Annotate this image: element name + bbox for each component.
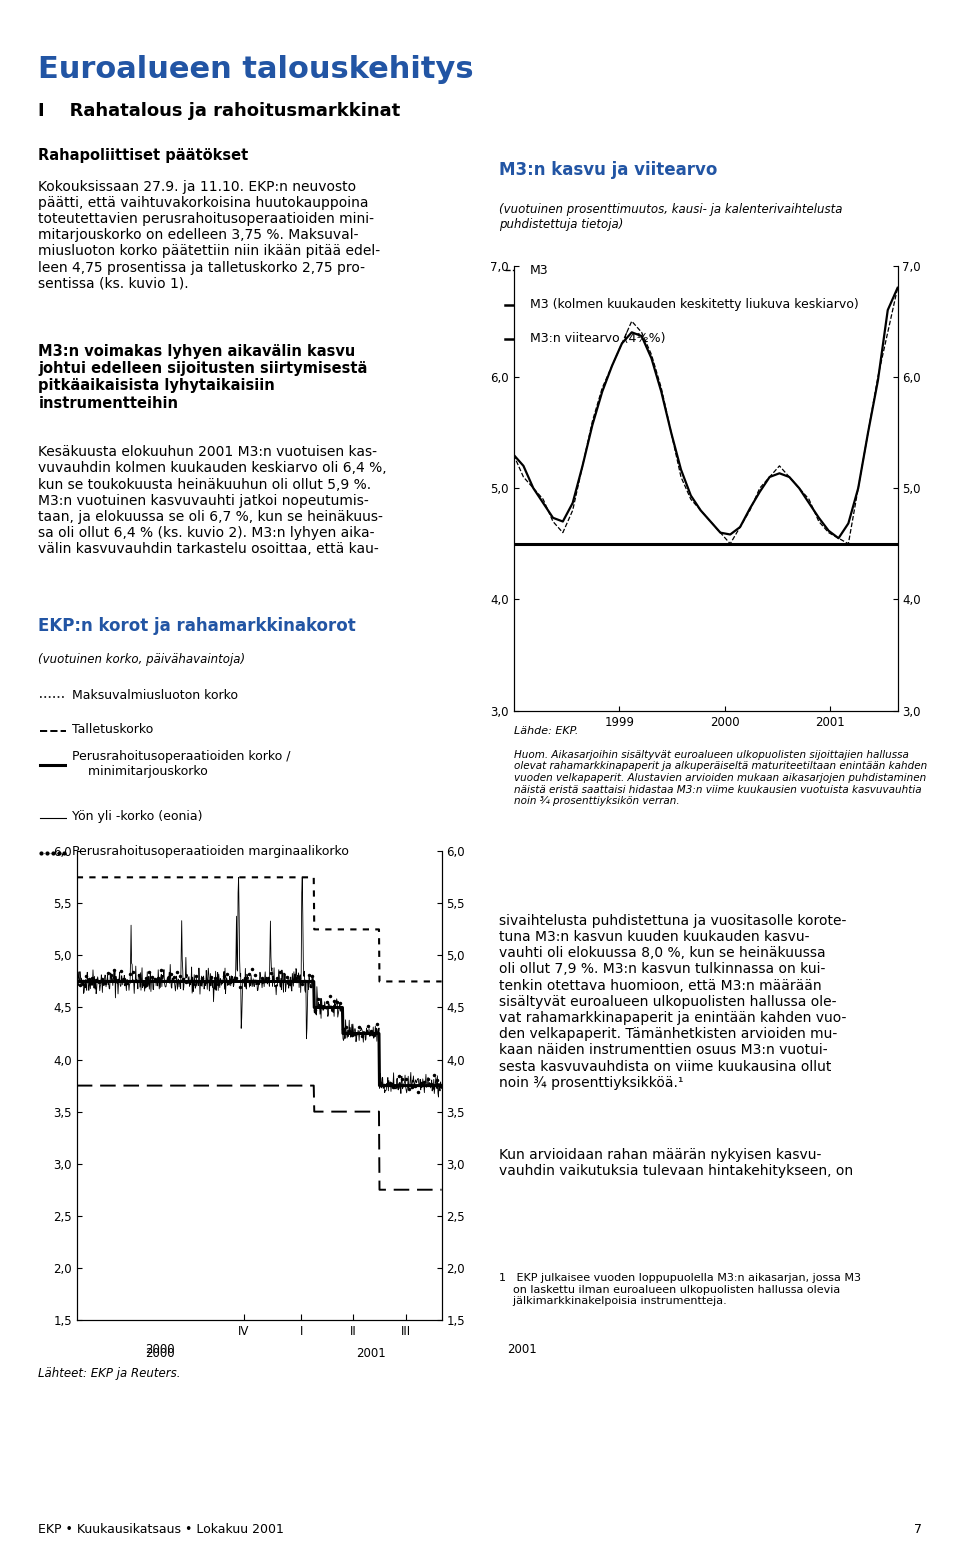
Text: (vuotuinen korko, päivähavaintoja): (vuotuinen korko, päivähavaintoja): [38, 653, 246, 665]
Text: Maksuvalmiusluoton korko: Maksuvalmiusluoton korko: [72, 689, 238, 701]
Text: Kun arvioidaan rahan määrän nykyisen kasvu-
vauhdin vaikutuksia tulevaan hintake: Kun arvioidaan rahan määrän nykyisen kas…: [499, 1148, 853, 1178]
Text: Kuvio 2.: Kuvio 2.: [506, 130, 575, 145]
Text: 2000: 2000: [146, 1348, 175, 1361]
Text: M3 (kolmen kuukauden keskitetty liukuva keskiarvo): M3 (kolmen kuukauden keskitetty liukuva …: [530, 298, 858, 311]
Text: EKP:n korot ja rahamarkkinakorot: EKP:n korot ja rahamarkkinakorot: [38, 617, 356, 636]
Text: Talletuskorko: Talletuskorko: [72, 723, 154, 736]
Text: I    Rahatalous ja rahoitusmarkkinat: I Rahatalous ja rahoitusmarkkinat: [38, 102, 400, 120]
Text: Perusrahoitusoperaatioiden korko /
    minimitarjouskorko: Perusrahoitusoperaatioiden korko / minim…: [72, 750, 291, 778]
Text: Euroalueen talouskehitys: Euroalueen talouskehitys: [38, 55, 474, 84]
Text: Lähteet: EKP ja Reuters.: Lähteet: EKP ja Reuters.: [38, 1367, 180, 1379]
Text: 2000: 2000: [145, 1343, 175, 1356]
Text: M3:n kasvu ja viitearvo: M3:n kasvu ja viitearvo: [499, 161, 717, 180]
Text: 2001: 2001: [356, 1348, 386, 1361]
Text: M3:n viitearvo (4½%): M3:n viitearvo (4½%): [530, 333, 665, 345]
Text: Huom. Aikasarjoihin sisältyvät euroalueen ulkopuolisten sijoittajien hallussa
ol: Huom. Aikasarjoihin sisältyvät euroaluee…: [514, 750, 926, 806]
Text: Perusrahoitusoperaatioiden marginaalikorko: Perusrahoitusoperaatioiden marginaalikor…: [72, 845, 348, 858]
Text: Kuvio 1.: Kuvio 1.: [45, 586, 114, 601]
Text: 2001: 2001: [507, 1343, 537, 1356]
Text: 7: 7: [914, 1523, 922, 1535]
Text: Kesäkuusta elokuuhun 2001 M3:n vuotuisen kas-
vuvauhdin kolmen kuukauden keskiar: Kesäkuusta elokuuhun 2001 M3:n vuotuisen…: [38, 445, 387, 556]
Text: M3:n voimakas lyhyen aikavälin kasvu
johtui edelleen sijoitusten siirtymisestä
p: M3:n voimakas lyhyen aikavälin kasvu joh…: [38, 344, 368, 411]
Text: EKP • Kuukausikatsaus • Lokakuu 2001: EKP • Kuukausikatsaus • Lokakuu 2001: [38, 1523, 284, 1535]
Text: Lähde: EKP.: Lähde: EKP.: [514, 726, 578, 736]
Text: (vuotuinen prosenttimuutos, kausi- ja kalenterivaihtelusta
puhdistettuja tietoja: (vuotuinen prosenttimuutos, kausi- ja ka…: [499, 203, 843, 231]
Text: Yön yli -korko (eonia): Yön yli -korko (eonia): [72, 811, 203, 823]
Text: Rahapoliittiset päätökset: Rahapoliittiset päätökset: [38, 148, 249, 164]
Text: sivaihtelusta puhdistettuna ja vuositasolle korote-
tuna M3:n kasvun kuuden kuuk: sivaihtelusta puhdistettuna ja vuositaso…: [499, 914, 847, 1090]
Text: 1   EKP julkaisee vuoden loppupuolella M3:n aikasarjan, jossa M3
    on laskettu: 1 EKP julkaisee vuoden loppupuolella M3:…: [499, 1273, 861, 1306]
Text: Kokouksissaan 27.9. ja 11.10. EKP:n neuvosto
päätti, että vaihtuvakorkoisina huu: Kokouksissaan 27.9. ja 11.10. EKP:n neuv…: [38, 180, 380, 291]
Text: M3: M3: [530, 264, 548, 276]
